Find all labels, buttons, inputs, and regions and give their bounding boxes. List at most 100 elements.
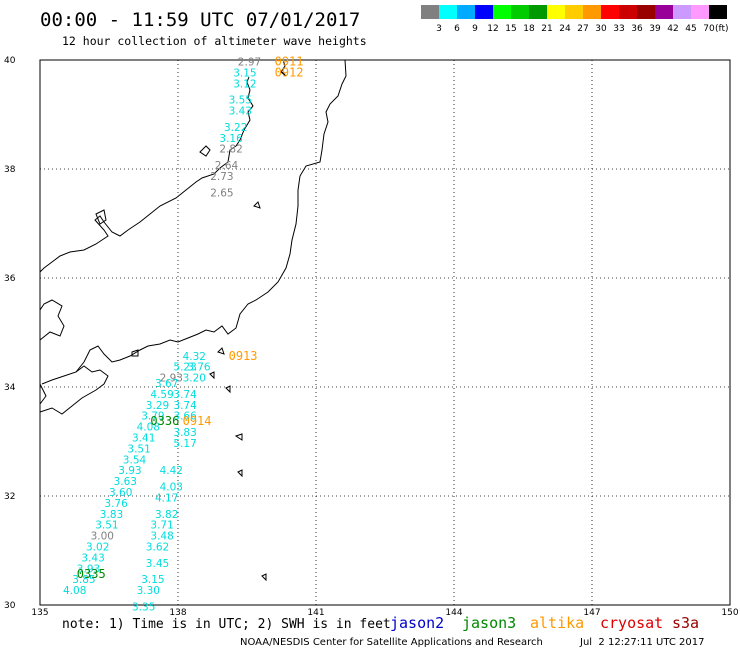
legend-swatch (493, 5, 511, 19)
footer-credit: NOAA/NESDIS Center for Satellite Applica… (240, 637, 543, 648)
swh-value-label: 3.12 (233, 78, 256, 90)
swh-value-label: 3.35 (132, 601, 155, 613)
pass-time-label: 0911 (275, 54, 304, 68)
swh-value-label: 3.67 (155, 378, 178, 390)
swh-value-label: 2.82 (219, 144, 242, 156)
legend-label: 21 (541, 24, 552, 34)
legend-label: 12 (487, 24, 498, 34)
legend-label: 70 (703, 24, 715, 34)
swh-value-label: 5.23 (173, 362, 196, 374)
swh-value-label: 3.76 (187, 362, 211, 374)
swh-value-label: 3.51 (95, 520, 118, 532)
swh-value-label: 3.29 (146, 400, 169, 412)
swh-value-label: 3.93 (118, 465, 141, 477)
island-sado (199, 145, 211, 157)
swh-value-label: 3.54 (123, 454, 147, 466)
swh-value-label: 2.93 (160, 373, 183, 385)
pass-time-label: 0335 (77, 567, 106, 581)
legend-swatch (421, 5, 439, 19)
pass-time-label: 0336 (150, 414, 179, 428)
legend-swatch (457, 5, 475, 19)
swh-value-label: 4.42 (160, 465, 183, 477)
swh-value-label: 3.51 (127, 443, 150, 455)
lon-tick-label: 147 (583, 608, 600, 618)
swh-value-label: 4.03 (160, 482, 183, 494)
satellite-legend-cryosat: cryosat (600, 614, 663, 632)
legend-swatch (691, 5, 709, 19)
swh-value-label: 3.82 (155, 509, 178, 521)
legend-label: 33 (613, 24, 624, 34)
pass-time-label: 0912 (275, 65, 304, 79)
axis-tick-labels: 135 138 141 144 147 150 30 32 34 36 38 40 (4, 56, 739, 618)
swh-value-label: 2.73 (210, 171, 233, 183)
pass-time-label: 0913 (229, 349, 258, 363)
swh-value-label: 3.60 (109, 487, 132, 499)
legend-label: 3 (436, 24, 442, 34)
swh-value-label: 3.30 (137, 585, 160, 597)
wave-height-legend: 3 6 9 12 15 18 21 24 27 30 33 36 39 42 45 70 (ft) (421, 5, 729, 34)
map-title: 00:00 - 11:59 UTC 07/01/2017 (40, 9, 360, 31)
island-izu-6 (261, 573, 267, 582)
map-border (39, 59, 731, 606)
lon-tick-label: 144 (445, 608, 462, 618)
footer-note: note: 1) Time is in UTC; 2) SWH is in fe… (62, 617, 391, 632)
legend-label: 18 (523, 24, 535, 34)
swh-value-label: 3.15 (141, 574, 164, 586)
lat-tick-label: 40 (4, 56, 16, 66)
swh-value-label: 3.45 (146, 558, 169, 570)
swh-value-label: 3.22 (224, 122, 247, 134)
legend-label: 24 (559, 24, 571, 34)
pass-time-label: 0914 (183, 414, 212, 428)
swh-value-label: 3.00 (91, 531, 114, 543)
lat-tick-label: 38 (4, 165, 16, 175)
swh-value-label: 3.76 (104, 498, 128, 510)
island-izu-2 (209, 371, 215, 380)
swh-value-label: 3.55 (229, 95, 252, 107)
legend-label: 36 (631, 24, 643, 34)
island-noto (95, 209, 107, 225)
swh-value-label: 4.08 (63, 585, 86, 597)
swh-value-label: 4.08 (137, 422, 160, 434)
footer-timestamp: Jul 2 12:27:11 UTC 2017 (579, 637, 705, 648)
map-subtitle: 12 hour collection of altimeter wave hei… (62, 34, 367, 48)
swh-value-label: 2.64 (215, 160, 239, 172)
legend-swatch (709, 5, 727, 19)
legend-label: 42 (667, 24, 678, 34)
lat-tick-label: 32 (4, 492, 15, 502)
lon-tick-label: 141 (307, 608, 324, 618)
lat-lon-grid (40, 60, 730, 605)
legend-label: 45 (685, 24, 696, 34)
swh-value-label: 3.16 (219, 133, 243, 145)
legend-label: 6 (454, 24, 460, 34)
legend-swatch (475, 5, 493, 19)
legend-swatch (601, 5, 619, 19)
swh-value-label: 3.93 (77, 563, 100, 575)
map-frame: 135 138 141 144 147 150 30 32 34 36 38 40 (4, 56, 739, 618)
legend-label: 27 (577, 24, 588, 34)
swh-value-label: 4.32 (183, 351, 206, 363)
legend-swatch (655, 5, 673, 19)
island-awaji (131, 349, 139, 357)
island-izu-4 (234, 433, 243, 441)
swh-value-label: 3.63 (114, 476, 137, 488)
legend-label: 30 (595, 24, 607, 34)
legend-swatch (547, 5, 565, 19)
legend-label: 39 (649, 24, 661, 34)
swh-value-label: 3.83 (173, 427, 196, 439)
coastline-honshu (39, 76, 254, 273)
coastline-hokkaido (280, 59, 287, 77)
swh-value-label: 3.15 (233, 67, 256, 79)
swh-value-label: 3.66 (173, 411, 197, 423)
coastline-japan (39, 59, 347, 582)
island-izu-3 (225, 385, 231, 394)
swh-value-label: 3.74 (173, 400, 197, 412)
coastline-kyushu-north (39, 299, 65, 341)
lat-tick-label: 30 (4, 601, 16, 611)
coastline-honshu-pacific (41, 59, 347, 385)
swh-value-label: 3.20 (183, 373, 206, 385)
swh-value-label: 3.02 (86, 542, 109, 554)
legend-swatch (673, 5, 691, 19)
wave-height-values: 2.973.153.123.553.433.223.162.822.642.73… (63, 56, 261, 613)
